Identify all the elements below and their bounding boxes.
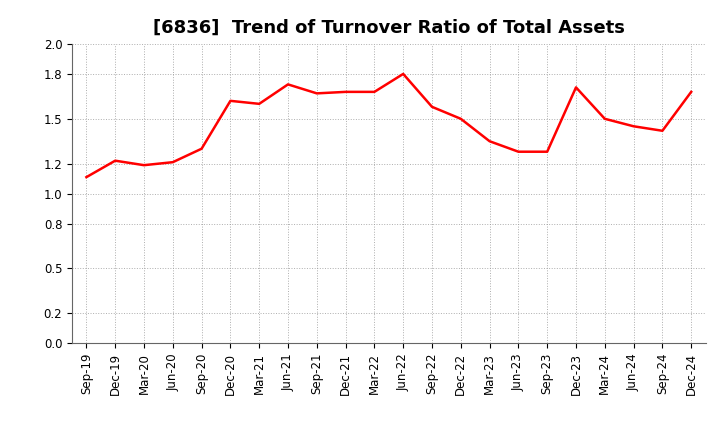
Title: [6836]  Trend of Turnover Ratio of Total Assets: [6836] Trend of Turnover Ratio of Total …: [153, 19, 625, 37]
